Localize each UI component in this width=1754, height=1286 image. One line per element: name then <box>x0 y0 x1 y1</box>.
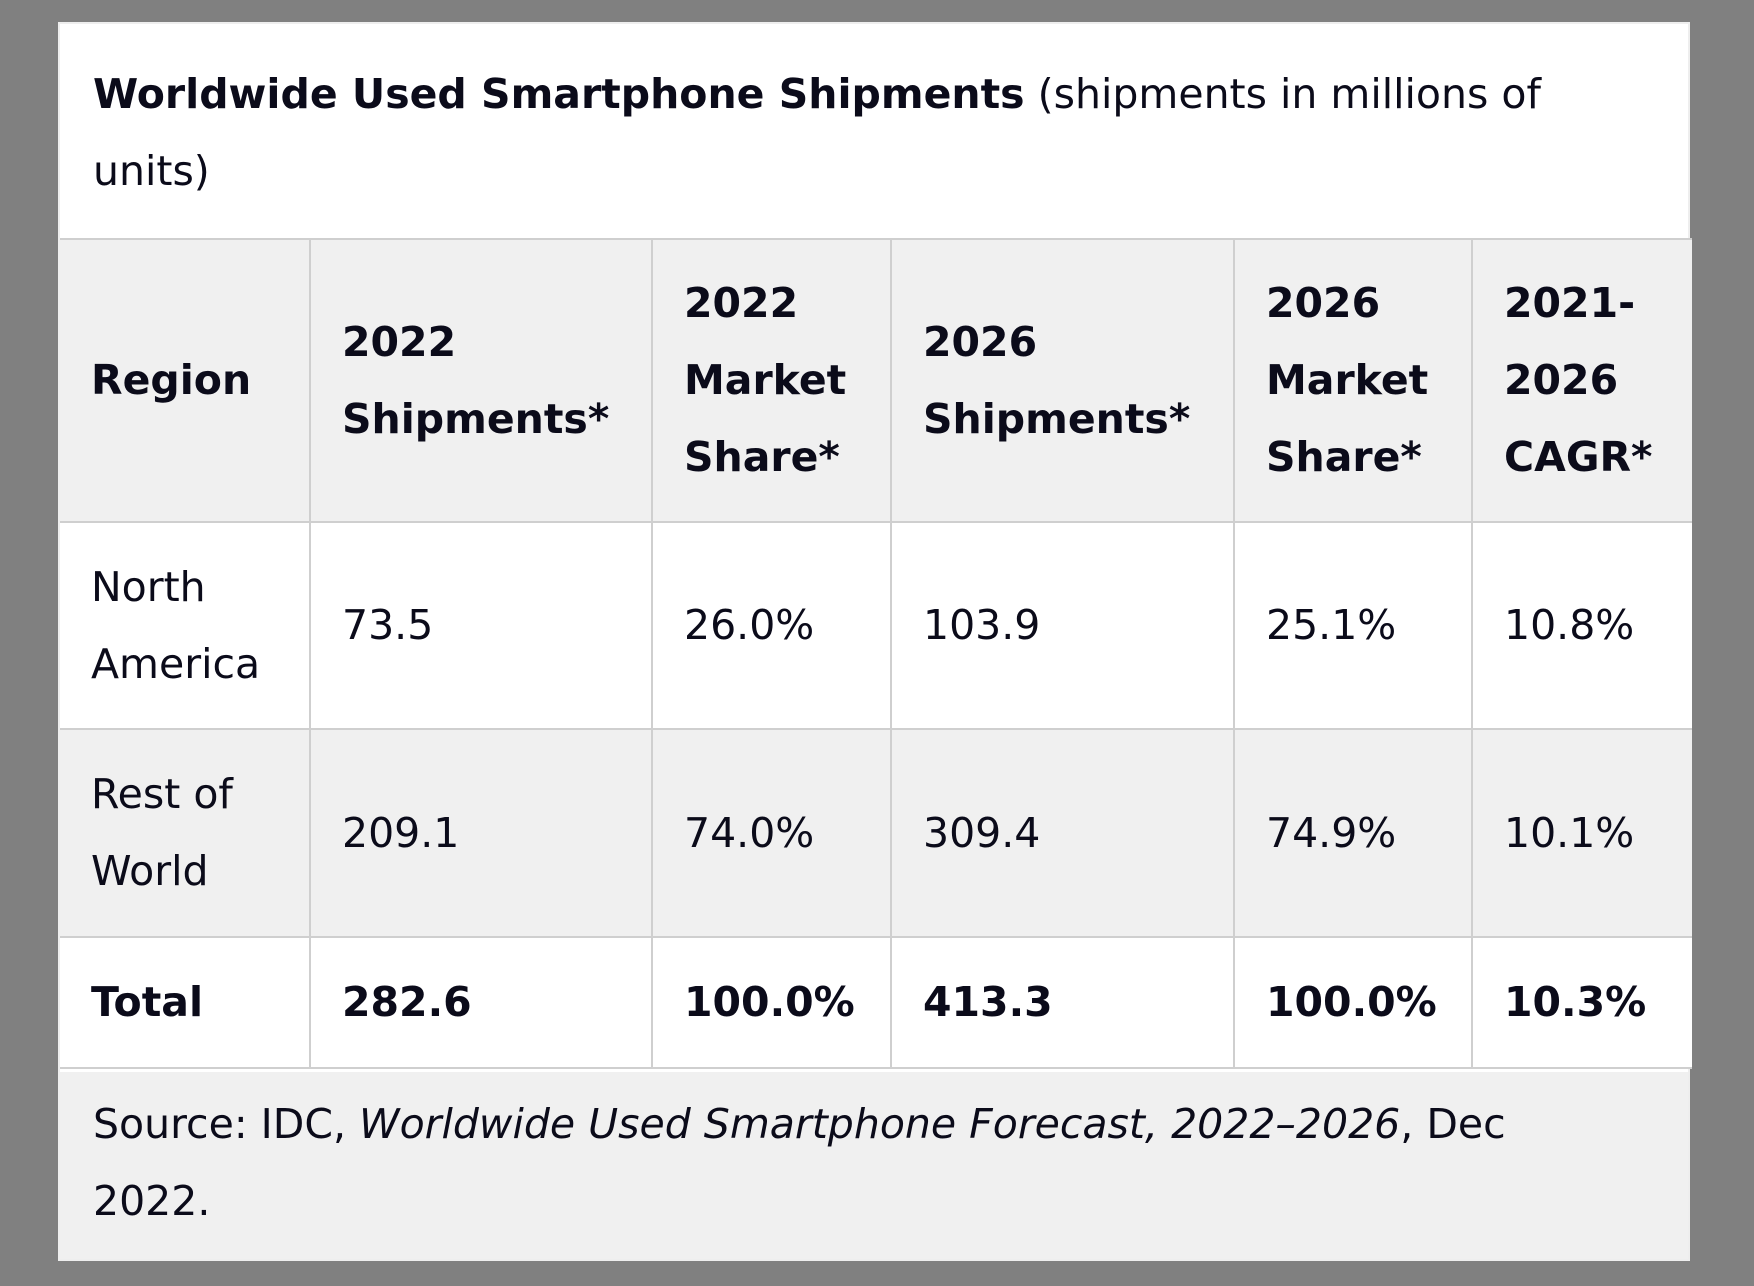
total-cagr: 10.3% <box>1471 936 1692 1069</box>
table-row: North America 73.5 26.0% 103.9 25.1% 10.… <box>60 521 1692 730</box>
table-caption: Worldwide Used Smartphone Shipments (shi… <box>60 24 1688 238</box>
header-region: Region <box>60 238 311 523</box>
total-2022-shipments: 282.6 <box>309 936 653 1069</box>
cell-2022-market-share: 26.0% <box>651 521 892 730</box>
cell-2022-shipments: 73.5 <box>309 521 653 730</box>
source-publication: Worldwide Used Smartphone Forecast, 2022… <box>359 1100 1401 1148</box>
source-suffix: , Dec 2022. <box>93 1100 1506 1225</box>
table-subtitle: (shipments in millions of units) <box>93 70 1541 195</box>
table-title: Worldwide Used Smartphone Shipments <box>93 70 1025 118</box>
cell-cagr: 10.1% <box>1471 728 1692 938</box>
total-2022-market-share: 100.0% <box>651 936 892 1069</box>
total-label: Total <box>60 936 311 1069</box>
source-prefix: Source: IDC, <box>93 1100 360 1148</box>
cell-2022-market-share: 74.0% <box>651 728 892 938</box>
total-2026-market-share: 100.0% <box>1233 936 1473 1069</box>
header-2026-market-share: 2026 Market Share* <box>1233 238 1473 523</box>
cell-2026-shipments: 309.4 <box>890 728 1235 938</box>
cell-cagr: 10.8% <box>1471 521 1692 730</box>
source-note: Source: IDC, Worldwide Used Smartphone F… <box>60 1072 1688 1259</box>
shipments-table: Region 2022 Shipments* 2022 Market Share… <box>60 238 1692 1069</box>
cell-2026-market-share: 25.1% <box>1233 521 1473 730</box>
cell-region: North America <box>60 521 311 730</box>
total-row: Total 282.6 100.0% 413.3 100.0% 10.3% <box>60 936 1692 1069</box>
header-2026-shipments: 2026 Shipments* <box>890 238 1235 523</box>
header-cagr: 2021-2026 CAGR* <box>1471 238 1692 523</box>
cell-2022-shipments: 209.1 <box>309 728 653 938</box>
total-2026-shipments: 413.3 <box>890 936 1235 1069</box>
header-2022-shipments: 2022 Shipments* <box>309 238 653 523</box>
cell-region: Rest of World <box>60 728 311 938</box>
table-card: Worldwide Used Smartphone Shipments (shi… <box>58 22 1692 1261</box>
header-2022-market-share: 2022 Market Share* <box>651 238 892 523</box>
cell-2026-market-share: 74.9% <box>1233 728 1473 938</box>
cell-2026-shipments: 103.9 <box>890 521 1235 730</box>
header-row: Region 2022 Shipments* 2022 Market Share… <box>60 238 1692 523</box>
table-row: Rest of World 209.1 74.0% 309.4 74.9% 10… <box>60 728 1692 938</box>
